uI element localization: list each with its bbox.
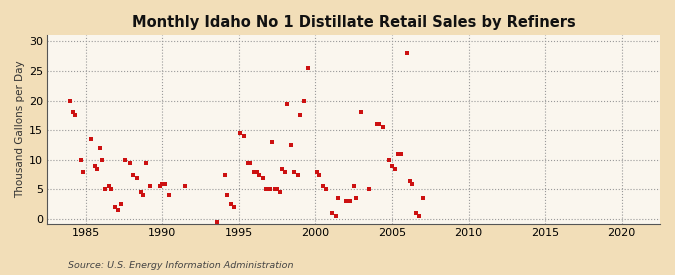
Point — [277, 166, 288, 171]
Point — [235, 131, 246, 135]
Point — [261, 187, 271, 192]
Point — [120, 158, 131, 162]
Point — [238, 134, 249, 138]
Point — [364, 187, 375, 192]
Point — [407, 181, 418, 186]
Point — [78, 169, 88, 174]
Point — [272, 187, 283, 192]
Title: Monthly Idaho No 1 Distillate Retail Sales by Refiners: Monthly Idaho No 1 Distillate Retail Sal… — [132, 15, 576, 30]
Point — [314, 172, 325, 177]
Point — [212, 220, 223, 224]
Point — [140, 161, 151, 165]
Point — [135, 190, 146, 195]
Point — [402, 51, 412, 55]
Point — [159, 181, 170, 186]
Point — [76, 158, 86, 162]
Point — [95, 146, 105, 150]
Point — [267, 140, 277, 144]
Point — [106, 187, 117, 192]
Point — [264, 187, 275, 192]
Point — [282, 101, 293, 106]
Point — [387, 164, 398, 168]
Point — [97, 158, 108, 162]
Point — [228, 205, 239, 210]
Point — [226, 202, 237, 207]
Point — [279, 169, 290, 174]
Point — [128, 172, 138, 177]
Point — [132, 175, 142, 180]
Point — [155, 184, 165, 189]
Point — [302, 66, 313, 70]
Point — [288, 169, 299, 174]
Point — [333, 196, 344, 200]
Point — [378, 125, 389, 130]
Point — [99, 187, 110, 192]
Point — [251, 169, 262, 174]
Point — [222, 193, 233, 197]
Point — [274, 190, 285, 195]
Point — [258, 175, 269, 180]
Point — [404, 178, 415, 183]
Point — [393, 152, 404, 156]
Point — [396, 152, 406, 156]
Point — [292, 172, 303, 177]
Point — [318, 184, 329, 189]
Point — [219, 172, 230, 177]
Point — [321, 187, 331, 192]
Point — [92, 166, 103, 171]
Point — [348, 184, 359, 189]
Point — [242, 161, 253, 165]
Point — [417, 196, 428, 200]
Point — [295, 113, 306, 117]
Point — [180, 184, 190, 189]
Point — [103, 184, 114, 189]
Point — [68, 110, 78, 115]
Point — [86, 137, 97, 141]
Point — [298, 98, 309, 103]
Point — [70, 113, 81, 117]
Point — [125, 161, 136, 165]
Point — [311, 169, 322, 174]
Point — [163, 193, 174, 197]
Text: Source: U.S. Energy Information Administration: Source: U.S. Energy Information Administ… — [68, 260, 293, 270]
Point — [330, 214, 341, 218]
Point — [327, 211, 338, 215]
Point — [116, 202, 127, 207]
Point — [112, 208, 123, 212]
Point — [413, 214, 424, 218]
Point — [374, 122, 385, 127]
Point — [269, 187, 280, 192]
Point — [89, 164, 100, 168]
Point — [110, 205, 121, 210]
Point — [341, 199, 352, 204]
Point — [249, 169, 260, 174]
Point — [286, 143, 296, 147]
Point — [344, 199, 355, 204]
Point — [138, 193, 148, 197]
Point — [371, 122, 382, 127]
Point — [356, 110, 367, 115]
Point — [411, 211, 422, 215]
Y-axis label: Thousand Gallons per Day: Thousand Gallons per Day — [15, 61, 25, 198]
Point — [351, 196, 362, 200]
Point — [65, 98, 76, 103]
Point — [384, 158, 395, 162]
Point — [157, 181, 167, 186]
Point — [254, 172, 265, 177]
Point — [245, 161, 256, 165]
Point — [389, 166, 400, 171]
Point — [144, 184, 155, 189]
